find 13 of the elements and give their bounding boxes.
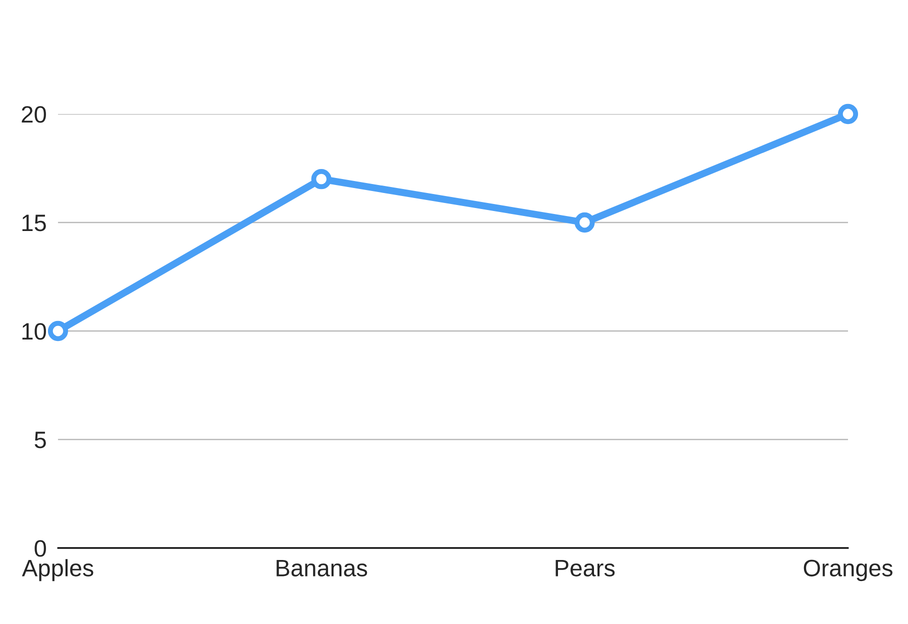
point: [574, 212, 595, 233]
x-tick-label: Oranges: [804, 560, 892, 582]
point: [311, 169, 332, 190]
y-tick-label: 10: [22, 323, 46, 340]
y-tick-label: 15: [22, 214, 46, 232]
point: [48, 320, 68, 342]
x-tick-label: Apples: [22, 559, 94, 582]
y-tick-label: 20: [22, 106, 46, 123]
x-tick-label: Bananas: [276, 560, 368, 576]
point: [838, 104, 858, 124]
y-tick-label: 0: [34, 540, 46, 557]
x-tick-label: Pears: [556, 560, 615, 576]
y-tick-label: 5: [34, 432, 46, 448]
